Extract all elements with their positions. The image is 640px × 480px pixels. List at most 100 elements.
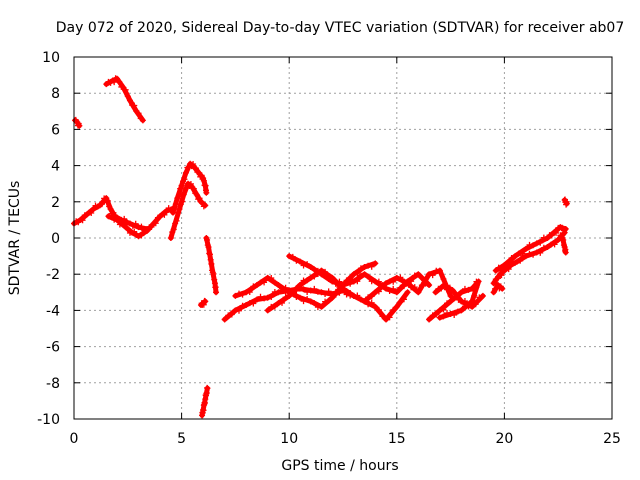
data-point xyxy=(490,289,497,296)
data-point xyxy=(447,298,454,305)
data-point xyxy=(383,285,390,292)
x-tick-label: 20 xyxy=(495,431,513,447)
data-point xyxy=(289,253,296,260)
data-point xyxy=(178,182,185,189)
series-trace-seg4 xyxy=(105,206,176,239)
data-point xyxy=(108,213,115,220)
data-point xyxy=(397,274,404,281)
data-point xyxy=(264,294,271,301)
data-point xyxy=(307,298,314,305)
data-point xyxy=(372,289,379,296)
data-point xyxy=(203,189,210,196)
y-tick-label: -8 xyxy=(46,376,60,392)
y-tick-label: 6 xyxy=(51,122,60,138)
data-point xyxy=(494,275,501,282)
series-trace-seg2 xyxy=(103,76,146,123)
data-point xyxy=(182,169,189,176)
data-point xyxy=(192,165,199,172)
data-point xyxy=(207,256,214,263)
data-point xyxy=(498,272,505,279)
data-point xyxy=(300,286,307,293)
data-point xyxy=(161,211,168,218)
data-point xyxy=(436,307,443,314)
data-point xyxy=(124,225,131,232)
data-point xyxy=(325,276,332,283)
data-point xyxy=(354,292,361,299)
data-point xyxy=(190,185,197,192)
data-point xyxy=(121,215,128,222)
data-point xyxy=(505,266,512,273)
data-point xyxy=(415,289,422,296)
data-point xyxy=(540,244,547,251)
data-point xyxy=(562,249,569,256)
data-point xyxy=(271,279,278,286)
data-point xyxy=(519,250,526,257)
data-point xyxy=(296,258,303,265)
data-point xyxy=(235,290,242,297)
data-point xyxy=(397,298,404,305)
data-point xyxy=(200,407,207,414)
data-point xyxy=(469,303,476,310)
data-point xyxy=(175,193,182,200)
grid-lines xyxy=(74,57,612,419)
data-point xyxy=(257,293,264,300)
y-tick-label: 0 xyxy=(51,231,60,247)
data-point xyxy=(553,229,560,236)
data-point xyxy=(444,310,451,317)
x-tick-label: 15 xyxy=(388,431,406,447)
data-point xyxy=(458,307,465,314)
data-point xyxy=(300,298,307,305)
data-point xyxy=(304,277,311,284)
data-point xyxy=(436,267,443,274)
data-point xyxy=(183,184,190,191)
data-point xyxy=(282,284,289,291)
data-point xyxy=(475,278,482,285)
data-point xyxy=(190,161,197,168)
data-point xyxy=(386,287,393,294)
data-point xyxy=(508,255,515,262)
data-point xyxy=(202,202,209,209)
data-point xyxy=(322,271,329,278)
data-point xyxy=(307,287,314,294)
data-point xyxy=(433,311,440,318)
data-point xyxy=(135,233,142,240)
data-point xyxy=(461,285,468,292)
data-point xyxy=(404,289,411,296)
data-point xyxy=(386,314,393,321)
data-point xyxy=(368,293,375,300)
data-point xyxy=(293,294,300,301)
data-point xyxy=(429,272,436,279)
data-point xyxy=(332,291,339,298)
data-point xyxy=(124,219,131,226)
data-point xyxy=(562,225,569,232)
data-point xyxy=(446,284,453,291)
data-point xyxy=(400,296,407,303)
data-point xyxy=(282,294,289,301)
data-point xyxy=(426,316,433,323)
data-point xyxy=(296,294,303,301)
data-point xyxy=(318,289,325,296)
data-point xyxy=(336,278,343,285)
data-point xyxy=(144,227,151,234)
x-tick-label: 0 xyxy=(70,431,79,447)
data-point xyxy=(465,301,472,308)
data-point xyxy=(169,209,176,216)
data-point xyxy=(390,278,397,285)
data-point xyxy=(357,272,364,279)
data-point xyxy=(383,280,390,287)
data-point xyxy=(311,285,318,292)
data-point xyxy=(124,93,131,100)
data-point xyxy=(311,300,318,307)
data-point xyxy=(560,236,567,243)
data-point xyxy=(365,301,372,308)
data-point xyxy=(465,286,472,293)
data-point xyxy=(88,210,95,217)
data-point xyxy=(279,285,286,292)
data-point xyxy=(196,195,203,202)
data-point xyxy=(200,301,207,308)
data-point xyxy=(246,289,253,296)
data-point xyxy=(365,273,372,280)
data-point xyxy=(286,253,293,260)
data-point xyxy=(490,280,497,287)
data-point xyxy=(447,292,454,299)
